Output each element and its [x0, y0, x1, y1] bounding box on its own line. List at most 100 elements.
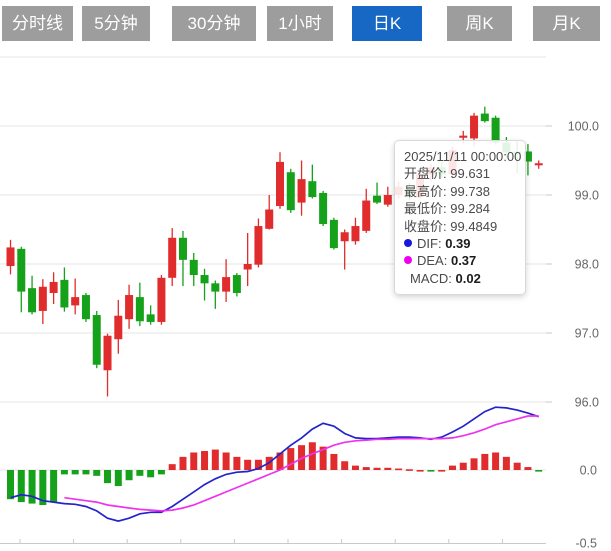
candle[interactable] [373, 182, 382, 204]
candle[interactable] [308, 164, 317, 199]
macd-bar [7, 470, 14, 500]
candle[interactable] [38, 279, 47, 325]
macd-bar [373, 467, 381, 470]
candle[interactable] [6, 239, 15, 275]
candle[interactable] [92, 310, 101, 369]
candle[interactable] [189, 252, 198, 287]
macd-bar [319, 446, 327, 470]
candle[interactable] [49, 272, 58, 305]
candle[interactable] [243, 232, 252, 287]
candle[interactable] [254, 218, 263, 268]
macd-bar [427, 470, 435, 472]
macd-bar [244, 459, 252, 470]
candle[interactable] [178, 230, 187, 287]
price-axis-label: 99.0 [575, 189, 599, 203]
tab-time-line[interactable]: 分时线 [2, 6, 73, 41]
macd-bar [125, 470, 133, 481]
tooltip-dif: DIF: 0.39 [404, 235, 516, 252]
tooltip-macd: MACD: 0.02 [410, 270, 481, 286]
macd-bar [341, 461, 349, 470]
macd-histogram [7, 442, 543, 506]
macd-bar [60, 470, 68, 475]
candle[interactable] [125, 284, 134, 329]
candle[interactable] [383, 186, 392, 207]
macd-bar [104, 470, 112, 484]
candle[interactable] [157, 275, 166, 325]
macd-bar [535, 470, 543, 472]
macd-bar [147, 470, 155, 478]
candle[interactable] [523, 144, 532, 176]
tab-monthly-k[interactable]: 月K [533, 6, 600, 41]
macd-bar [448, 465, 456, 470]
tab-1hour[interactable]: 1小时 [267, 6, 333, 41]
macd-bar [481, 453, 489, 470]
tooltip-close: 收盘价: 99.4849 [404, 218, 498, 234]
x-axis [0, 539, 546, 544]
macd-bar [28, 470, 36, 504]
macd-bar [179, 456, 187, 470]
candle[interactable] [81, 292, 90, 322]
candle[interactable] [168, 228, 177, 287]
candle[interactable] [276, 152, 284, 209]
y-axis-labels: 100.0 99.0 98.0 97.0 96.0 0.0 -0.5 [546, 120, 599, 551]
macd-bar [276, 452, 284, 470]
candle[interactable] [297, 160, 306, 216]
tab-daily-k[interactable]: 日K [352, 6, 422, 41]
candle[interactable] [319, 190, 328, 227]
candle[interactable] [135, 282, 144, 327]
candle[interactable] [340, 229, 349, 270]
candle[interactable] [286, 168, 295, 213]
candle[interactable] [211, 280, 220, 309]
macd-bar [39, 470, 47, 506]
macd-bar [168, 464, 176, 470]
candle[interactable] [491, 115, 500, 145]
macd-bar [384, 467, 392, 470]
macd-bar [211, 449, 219, 470]
macd-bar [136, 470, 144, 476]
candle[interactable] [114, 299, 123, 354]
macd-bar [459, 462, 467, 470]
macd-bar [254, 459, 262, 470]
macd-bar [513, 462, 521, 470]
macd-bar [492, 452, 500, 470]
tooltip-dea: DEA: 0.37 [404, 252, 516, 269]
macd-bar [201, 451, 209, 470]
candle[interactable] [71, 278, 80, 315]
candle[interactable] [222, 259, 231, 302]
candle[interactable] [28, 275, 37, 315]
tooltip-high: 最高价: 99.738 [404, 183, 491, 199]
price-axis-label: 100.0 [568, 120, 599, 134]
macd-bar [405, 469, 413, 471]
macd-bar [287, 448, 295, 470]
candle[interactable] [362, 188, 371, 233]
candle[interactable] [103, 333, 112, 397]
candle[interactable] [232, 272, 241, 297]
tab-30min[interactable]: 30分钟 [172, 6, 256, 41]
candle[interactable] [329, 217, 338, 250]
macd-bar [524, 467, 532, 470]
candle[interactable] [60, 267, 69, 312]
dif-dot-icon [404, 239, 412, 248]
macd-bar [222, 452, 230, 470]
candle[interactable] [17, 246, 26, 313]
tab-weekly-k[interactable]: 周K [447, 6, 512, 41]
macd-bar [351, 465, 359, 470]
price-axis-label: 98.0 [575, 258, 599, 272]
macd-bar [157, 470, 165, 475]
macd-bar [308, 442, 316, 470]
candle[interactable] [200, 268, 209, 301]
macd-bar [93, 470, 101, 476]
tab-5min[interactable]: 5分钟 [82, 6, 150, 41]
dea-line [64, 415, 539, 512]
candle[interactable] [534, 160, 543, 169]
candle[interactable] [146, 305, 155, 325]
price-axis-label: 97.0 [575, 327, 599, 341]
macd-axis-label: -0.5 [575, 537, 597, 551]
macd-bar [17, 470, 25, 503]
macd-bar [502, 456, 510, 470]
candle[interactable] [351, 217, 360, 245]
dea-dot-icon [404, 256, 412, 265]
candle[interactable] [480, 106, 489, 123]
candle[interactable] [265, 195, 274, 230]
